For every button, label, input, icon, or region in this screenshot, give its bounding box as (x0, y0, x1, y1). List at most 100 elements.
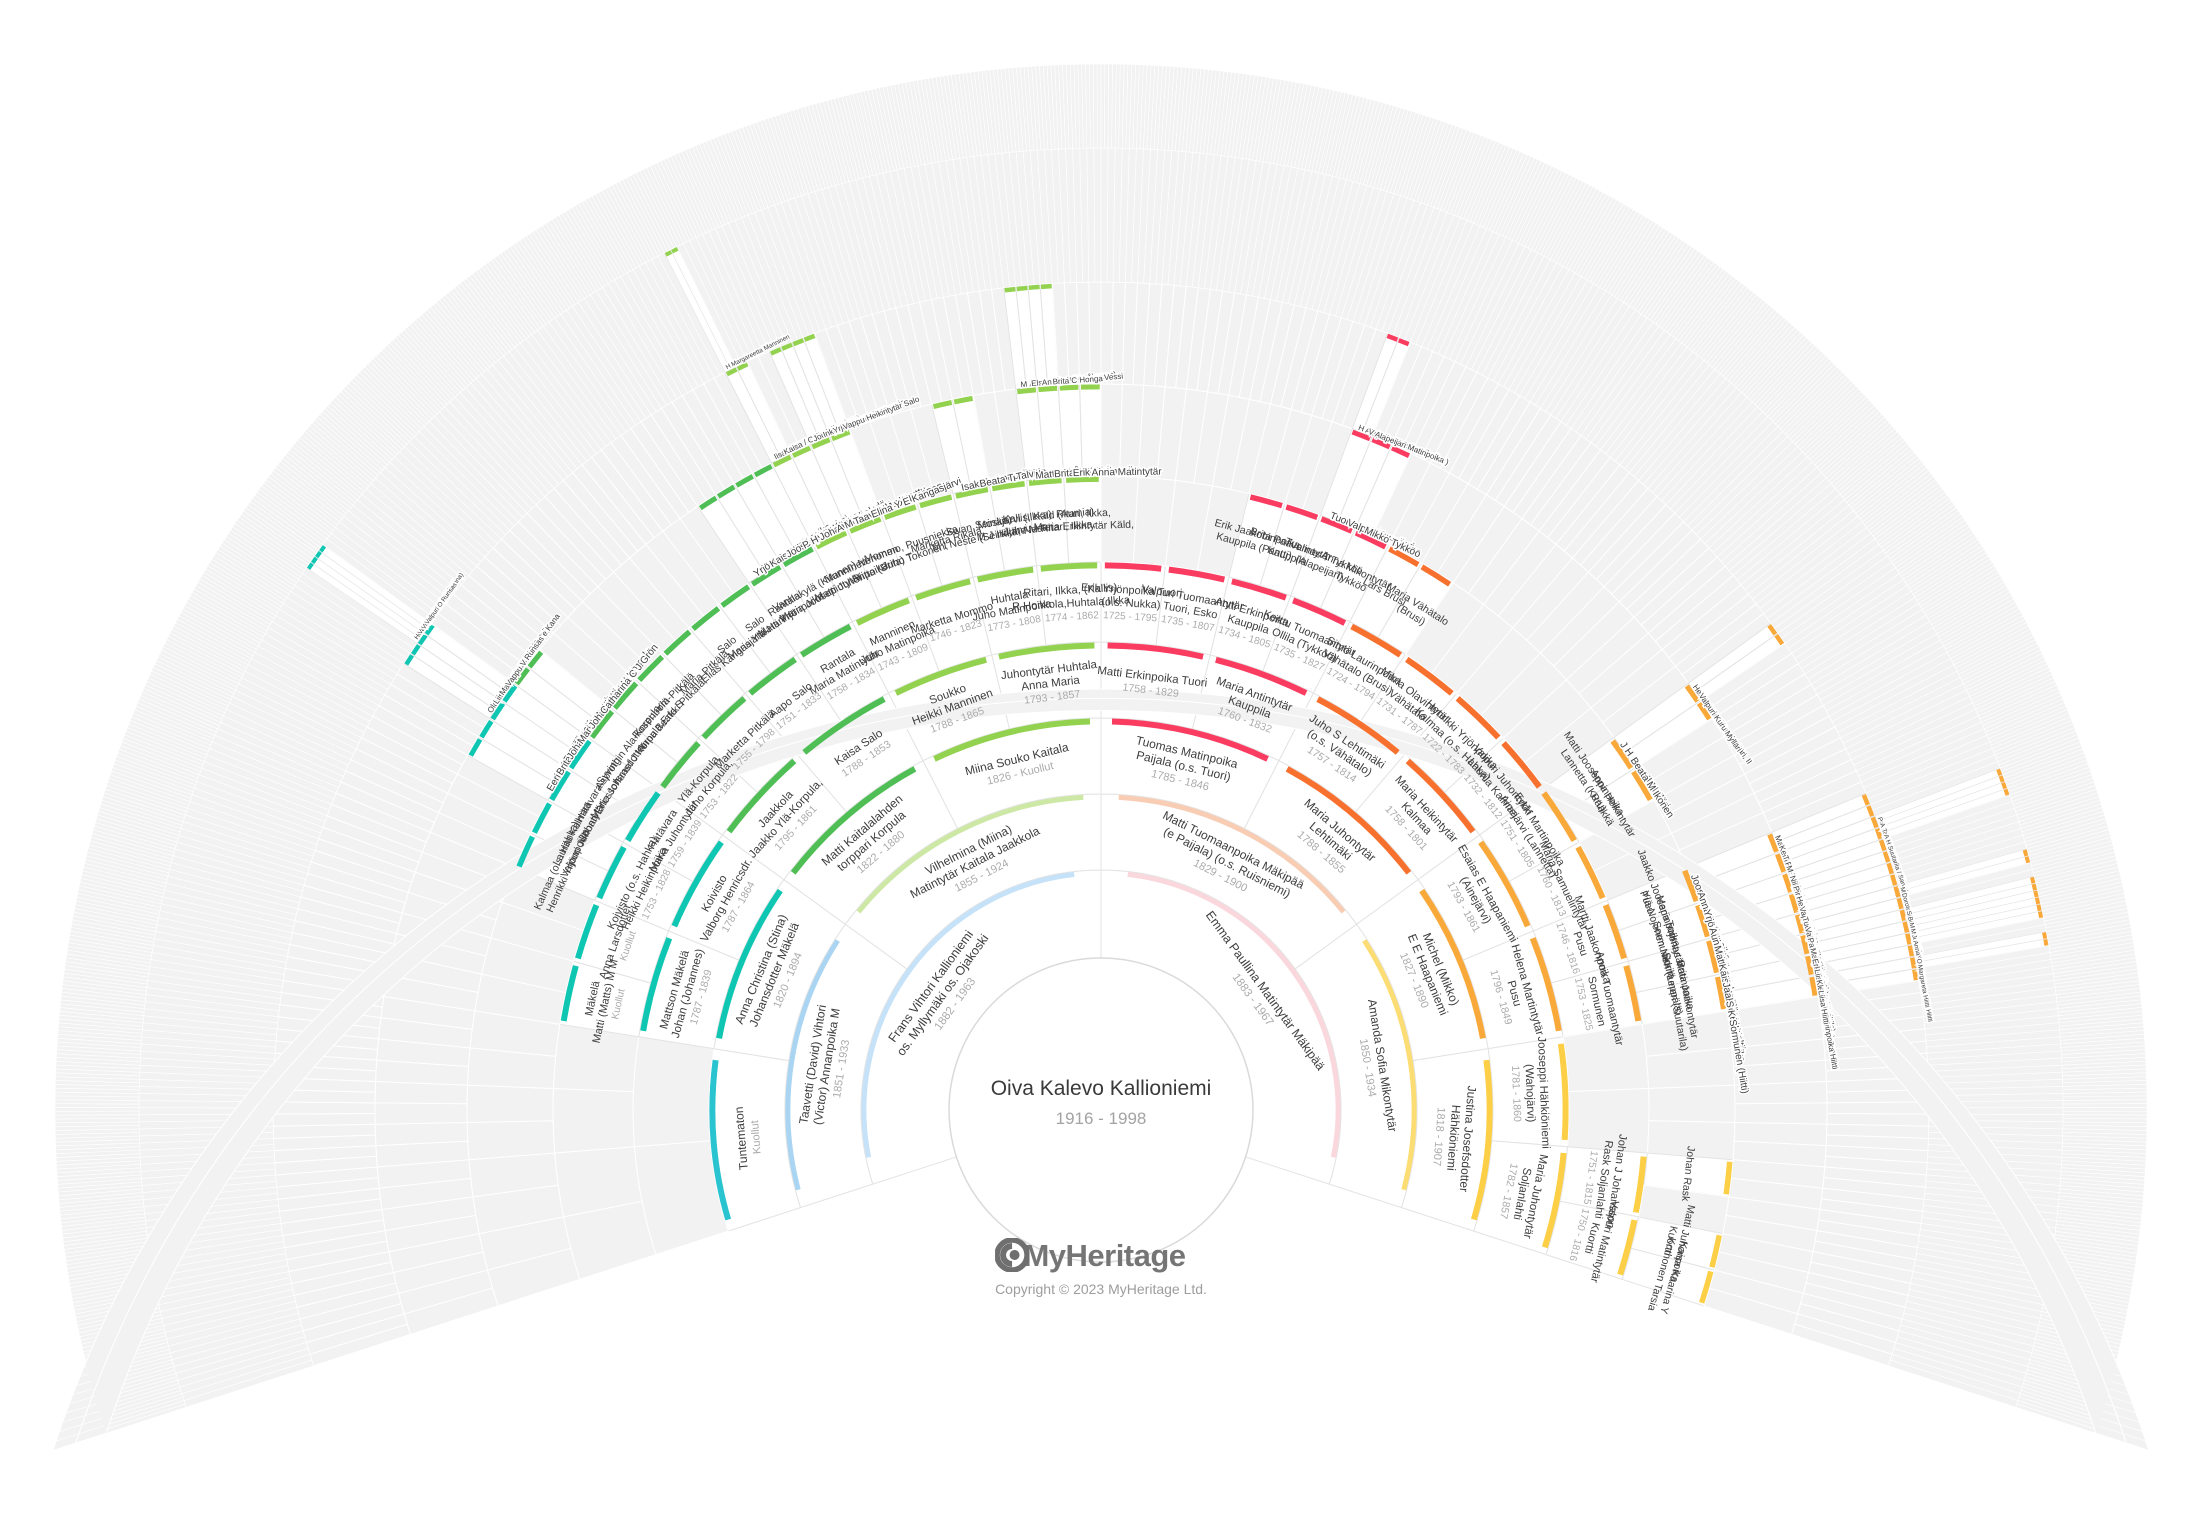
hatch-line (2042, 628, 2093, 654)
hatch-line (1842, 332, 1883, 373)
hatch-line (1139, 8, 1142, 65)
hatch-line (2009, 564, 2059, 593)
hatch-line (1981, 515, 2030, 547)
hatch-line (1947, 462, 1993, 496)
hatch-line (337, 315, 377, 357)
hatch-line (6, 1230, 62, 1238)
branch-accent-arc (792, 338, 805, 347)
person-label: Erik Yrjönpoika Tuori(o.s. Nukka)1725 - … (1079, 582, 1182, 626)
hatch-line (172, 515, 221, 547)
person-cell[interactable] (1079, 383, 1102, 477)
hatch-line (681, 90, 704, 143)
hatch-line (1803, 293, 1842, 336)
hatch-line (0, 1122, 56, 1124)
hatch-line (622, 117, 648, 168)
hatch-line (2144, 1176, 2201, 1181)
branch-accent-arc (1890, 874, 1898, 886)
hatch-line (1231, 16, 1239, 73)
hatch-line (2094, 764, 2148, 783)
person-label: TuntematonKuollut (732, 1105, 765, 1171)
branch-accent-arc (549, 770, 571, 802)
hatch-line (1814, 304, 1854, 346)
empty-cell (374, 1102, 468, 1125)
hatch-line (1623, 155, 1652, 204)
branch-accent-arc (1386, 333, 1399, 342)
hatch-line (1322, 32, 1335, 88)
hatch-line (2109, 818, 2164, 834)
hatch-line (44, 795, 99, 812)
hatch-line (488, 193, 521, 241)
hatch-line (1707, 211, 1741, 258)
branch-accent-arc (1028, 477, 1062, 486)
branch-accent-arc (2033, 890, 2039, 898)
hatch-line (1307, 29, 1319, 85)
hatch-line (147, 557, 197, 586)
hatch-line (502, 184, 533, 232)
hatch-line (1662, 180, 1694, 228)
hatch-line (1609, 147, 1638, 197)
hatch-line (36, 826, 91, 842)
branch-accent-arc (1998, 775, 2005, 783)
hatch-line (448, 221, 483, 267)
hatch-line (1998, 543, 2047, 573)
hatch-line (2061, 673, 2113, 696)
hatch-line (2102, 1410, 2157, 1428)
hatch-line (0, 1168, 57, 1173)
hatch-line (1411, 57, 1429, 112)
outer-band (52, 688, 2150, 1452)
hatch-line (3, 1207, 60, 1213)
hatch-line (47, 787, 101, 805)
hatch-line (1942, 455, 1988, 490)
hatch-line (1889, 385, 1933, 424)
hatch-line (31, 841, 87, 857)
hatch-line (2136, 953, 2192, 962)
hatch-line (1956, 475, 2003, 508)
hatch-line (159, 536, 208, 566)
hatch-line (7, 969, 64, 978)
hatch-line (259, 398, 303, 435)
hatch-line (2, 1025, 59, 1031)
branch-accent-arc (1782, 873, 1793, 893)
hatch-line (32, 1366, 88, 1381)
hatch-line (1246, 18, 1255, 75)
hatch-line (1909, 410, 1954, 447)
hatch-line (1299, 28, 1311, 84)
root-circle[interactable] (948, 957, 1254, 1263)
hatch-line (600, 127, 627, 179)
hatch-line (2028, 599, 2079, 627)
empty-cell (2062, 1103, 2148, 1108)
hatch-line (1785, 277, 1824, 320)
hatch-line (1519, 100, 1543, 152)
hatch-line (209, 462, 255, 496)
hatch-line (70, 718, 124, 739)
branch-accent-arc (671, 840, 724, 928)
person-label: Jooseppi Hähkiöniemi(Wahojärvi)1781 - 18… (1508, 1036, 1552, 1150)
hatch-line (2045, 636, 2097, 661)
branch-accent-arc (781, 342, 793, 351)
hatch-line (2114, 1366, 2170, 1381)
hatch-line (42, 802, 97, 819)
hatch-line (2145, 1161, 2202, 1165)
hatch-line (2133, 1275, 2190, 1286)
hatch-line (475, 202, 508, 250)
hatch-line (564, 147, 593, 197)
empty-cell (466, 1084, 554, 1123)
branch-accent-arc (1362, 939, 1417, 1191)
hatch-line (319, 332, 360, 373)
hatch-line (116, 614, 167, 640)
hatch-line (286, 367, 328, 406)
hatch-line (2145, 1058, 2202, 1062)
empty-cell (272, 1101, 376, 1115)
hatch-line (2013, 571, 2063, 600)
hatch-line (2146, 1122, 2202, 1124)
hatch-line (2096, 771, 2150, 790)
hatch-line (2122, 873, 2178, 887)
hatch-line (331, 321, 371, 362)
hatch-line (1596, 139, 1624, 189)
hatch-line (1284, 25, 1296, 81)
branch-accent-arc (772, 454, 792, 468)
hatch-line (2107, 810, 2162, 827)
hatch-line (218, 448, 265, 484)
branch-accent-arc (1912, 969, 1919, 981)
